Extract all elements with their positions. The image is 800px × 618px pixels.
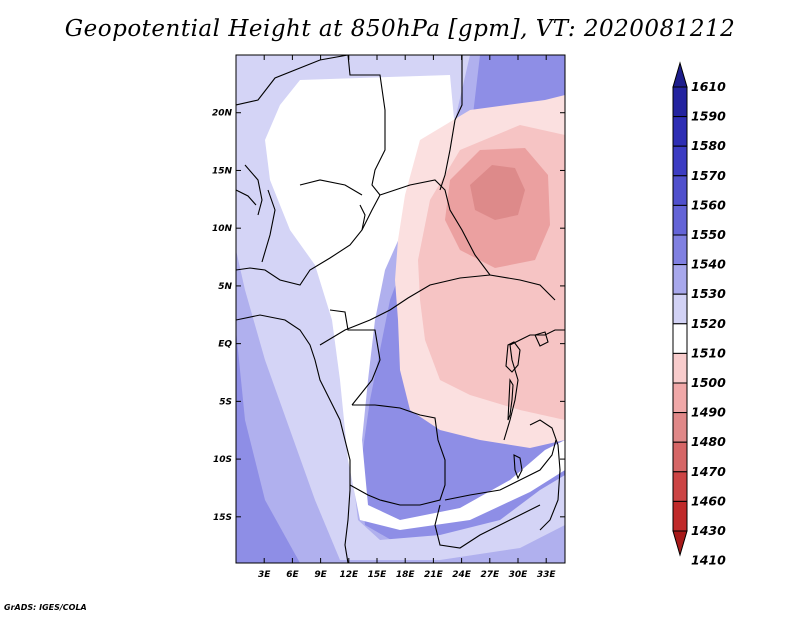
border-line-10	[444, 439, 557, 501]
y-axis: 20N 15N 10N 5N EQ 5S 10S 15S	[212, 109, 565, 523]
field-region-1478	[470, 165, 525, 220]
chart-title: Geopotential Height at 850hPa [gpm], VT:…	[64, 16, 736, 42]
border-line-8	[349, 404, 446, 506]
colorbar-swatch	[672, 530, 688, 557]
colorbar-swatch	[672, 352, 688, 384]
y-tick-label: 15S	[213, 513, 232, 523]
colorbar-label: 1500	[691, 375, 726, 390]
colorbar-swatch	[672, 323, 688, 354]
border-line-5	[236, 194, 381, 286]
map-plot-area	[236, 55, 565, 563]
border-line-11	[529, 419, 561, 531]
y-tick-label: 20N	[212, 109, 233, 119]
colorbar-label: 1470	[691, 464, 726, 479]
x-tick-label: 27E	[480, 570, 500, 580]
border-line-9	[236, 314, 351, 563]
colorbar-swatch	[672, 264, 688, 295]
colorbar-label: 1510	[691, 345, 726, 360]
map-frame	[235, 54, 566, 564]
border-line-7	[329, 309, 381, 406]
colorbar-swatch	[672, 500, 688, 532]
colorbar-swatch	[672, 382, 688, 414]
y-tick-label: 5S	[219, 397, 232, 407]
lake-outline-3	[513, 454, 523, 480]
x-tick-label: 21E	[424, 570, 444, 580]
colorbar-label: 1580	[691, 138, 726, 153]
x-tick-label: 33E	[537, 570, 557, 580]
colorbar-swatch	[672, 204, 688, 236]
y-tick-label: 15N	[212, 166, 233, 176]
colorbar-label: 1520	[691, 316, 726, 331]
border-line-2	[236, 55, 349, 106]
x-tick-label: 6E	[286, 570, 299, 580]
border-line-4	[379, 179, 556, 301]
lake-outline-2	[507, 378, 514, 421]
x-tick-label: 12E	[339, 570, 359, 580]
border-line-15	[299, 179, 363, 196]
x-tick-label: 24E	[452, 570, 472, 580]
colorbar: 1610 1590 1580 1570 1560 1550 1540 1530 1520 1510…	[672, 61, 726, 568]
colorbar-swatch	[672, 471, 688, 502]
colorbar-swatch	[672, 116, 688, 147]
colorbar-label: 1540	[691, 257, 726, 272]
colorbar-label: 1590	[691, 109, 726, 124]
colorbar-label: 1530	[691, 286, 726, 301]
border-line-16	[261, 189, 276, 263]
x-tick-label: 15E	[368, 570, 388, 580]
colorbar-label: 1460	[691, 493, 726, 508]
lake-outline-4	[534, 331, 549, 347]
colorbar-swatch	[672, 145, 688, 177]
colorbar-label: 1550	[691, 227, 726, 242]
x-tick-label: 30E	[509, 570, 529, 580]
colorbar-swatch	[672, 293, 688, 325]
x-tick-label: 9E	[314, 570, 327, 580]
border-line-13	[434, 504, 541, 549]
colorbar-label: 1410	[691, 553, 726, 568]
colorbar-swatch	[672, 234, 688, 266]
y-tick-label: EQ	[218, 340, 232, 350]
y-tick-label: 5N	[218, 282, 232, 292]
x-tick-label: 3E	[258, 570, 271, 580]
colorbar-label: 1570	[691, 168, 726, 183]
colorbar-label: 1430	[691, 523, 726, 538]
colorbar-swatch	[672, 175, 688, 206]
colorbar-label: 1490	[691, 405, 726, 420]
grads-credit: GrADS: IGES/COLA	[4, 603, 87, 612]
x-axis: 3E 6E 9E 12E 15E 18E 21E 24E 27E 30E 33E	[258, 55, 556, 580]
colorbar-label: 1560	[691, 197, 726, 212]
colorbar-label: 1480	[691, 434, 726, 449]
border-line-1	[347, 55, 386, 196]
border-line-18	[236, 189, 257, 206]
country-borders	[236, 55, 565, 563]
y-tick-label: 10N	[212, 224, 233, 234]
border-line-12	[503, 329, 565, 441]
lake-outline-1	[505, 341, 521, 373]
colorbar-swatch	[672, 61, 688, 88]
border-line-6	[319, 274, 491, 346]
border-line-17	[244, 164, 263, 216]
border-line-14	[359, 204, 366, 231]
colorbar-swatch	[672, 441, 688, 473]
x-tick-label: 18E	[396, 570, 416, 580]
border-line-3	[439, 55, 463, 191]
colorbar-swatch	[672, 86, 688, 118]
field-region-1515	[265, 75, 565, 530]
colorbar-swatch	[672, 412, 688, 443]
colorbar-label: 1610	[691, 79, 726, 94]
y-tick-label: 10S	[213, 455, 232, 465]
